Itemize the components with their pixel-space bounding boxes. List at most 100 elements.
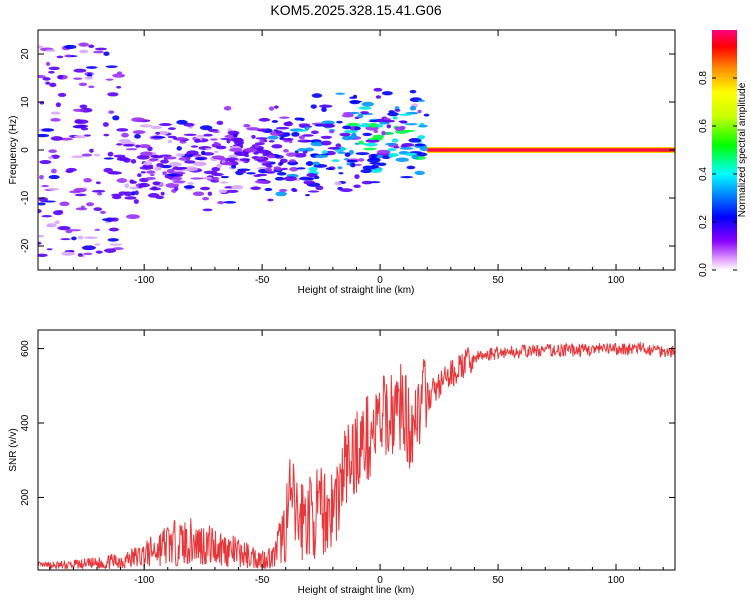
- heatmap-cell: [297, 139, 311, 143]
- heatmap-cell: [376, 123, 384, 128]
- heatmap-cell: [77, 235, 84, 240]
- heatmap-cell: [94, 228, 101, 231]
- heatmap-cell: [409, 105, 417, 111]
- heatmap-cell: [202, 196, 210, 201]
- heatmap-cell: [251, 134, 256, 139]
- colorbar-gradient: [712, 30, 737, 270]
- heatmap-cell: [136, 154, 150, 160]
- heatmap-cell: [108, 110, 115, 114]
- heatmap-cell: [91, 189, 106, 193]
- heatmap-cell: [246, 127, 260, 131]
- heatmap-cell: [102, 218, 108, 221]
- heatmap-cell: [342, 125, 352, 130]
- heatmap-cell: [192, 191, 205, 197]
- heatmap-cell: [93, 207, 103, 212]
- heatmap-cell: [45, 49, 56, 52]
- heatmap-cell: [47, 187, 59, 191]
- heatmap-cell: [360, 111, 369, 115]
- heatmap-cell: [138, 186, 143, 189]
- heatmap-cell: [364, 142, 378, 147]
- heatmap-cell: [41, 184, 49, 188]
- heatmap-cell: [78, 82, 88, 87]
- colorbar-tick-label: 0.2: [698, 215, 709, 229]
- heatmap-cell: [294, 150, 299, 154]
- heatmap-cell: [411, 155, 419, 160]
- heatmap-cell: [45, 61, 51, 66]
- heatmap-cell: [246, 172, 256, 175]
- heatmap-cell: [85, 66, 98, 69]
- heatmap-cell: [312, 161, 320, 166]
- x-tick-label: 100: [608, 575, 625, 586]
- heatmap-cell: [48, 66, 60, 71]
- heatmap-cell: [233, 141, 245, 145]
- heatmap-cell: [369, 181, 381, 184]
- heatmap-cell: [275, 191, 287, 197]
- heatmap-cell: [414, 143, 426, 147]
- heatmap-cell: [201, 176, 213, 180]
- heatmap-cell: [313, 175, 320, 180]
- heatmap-cell: [41, 214, 53, 218]
- heatmap-cell: [255, 180, 268, 184]
- heatmap-cell: [321, 150, 329, 154]
- heatmap-cell: [172, 136, 178, 140]
- heatmap-cell: [134, 190, 139, 196]
- heatmap-cell: [81, 153, 93, 157]
- colorbar: 0.0 0.2 0.4 0.6 0.8 Normalized spectral ampl…: [698, 30, 748, 277]
- heatmap-cell: [400, 176, 414, 179]
- heatmap-cell: [138, 182, 150, 188]
- heatmap-cell: [334, 181, 342, 186]
- heatmap-cell: [50, 111, 61, 115]
- heatmap-cell: [268, 140, 275, 143]
- heatmap-cell: [220, 137, 231, 140]
- heatmap-cell: [344, 152, 351, 157]
- heatmap-cell: [298, 135, 306, 140]
- heatmap-cell: [124, 196, 137, 200]
- heatmap-cell: [275, 126, 290, 130]
- heatmap-cell: [73, 187, 87, 193]
- heatmap-cell: [172, 180, 186, 183]
- heatmap-cell: [361, 180, 373, 185]
- heatmap-cell: [287, 160, 299, 166]
- heatmap-cell: [138, 144, 151, 149]
- heatmap-cell: [254, 142, 265, 146]
- x-tick-label: -100: [134, 575, 154, 586]
- heatmap-cell: [47, 156, 54, 160]
- heatmap-cell: [57, 92, 67, 97]
- heatmap-cell: [408, 138, 422, 143]
- snr-y-axis: 200 400 600: [20, 340, 675, 506]
- heatmap-cell: [311, 93, 323, 98]
- heatmap-cell: [283, 121, 294, 127]
- heatmap-cell: [302, 134, 314, 137]
- heatmap-cell: [381, 91, 393, 96]
- heatmap-cell: [71, 236, 77, 241]
- heatmap-cell: [268, 106, 275, 111]
- heatmap-cell: [140, 171, 146, 174]
- heatmap-cell: [109, 243, 123, 246]
- heatmap-cell: [38, 234, 45, 238]
- heatmap-cell: [38, 202, 46, 206]
- heatmap-cell: [399, 125, 406, 130]
- heatmap-cell: [358, 106, 372, 110]
- heatmap-cell: [213, 150, 219, 153]
- heatmap-cell: [183, 166, 198, 172]
- heatmap-cell: [38, 253, 48, 257]
- heatmap-cell: [95, 181, 101, 185]
- heatmap-cell: [124, 183, 130, 189]
- heatmap-cell: [75, 124, 89, 128]
- colorbar-tick-label: 0.6: [698, 119, 709, 133]
- heatmap-cell: [299, 176, 311, 181]
- heatmap-cell: [85, 202, 95, 207]
- heatmap-cell: [145, 176, 156, 180]
- heatmap-cell: [107, 92, 119, 97]
- heatmap-cell: [347, 122, 360, 127]
- heatmap-cell: [121, 132, 129, 138]
- heatmap-cell: [96, 192, 103, 196]
- heatmap-cell: [417, 135, 426, 140]
- heatmap-cell: [331, 159, 340, 163]
- heatmap-cell: [61, 251, 75, 256]
- heatmap-cell: [38, 45, 44, 49]
- colorbar-tick-label: 0.0: [698, 263, 709, 277]
- heatmap-cell: [100, 210, 107, 215]
- heatmap-cell: [321, 107, 327, 113]
- heatmap-cell: [105, 65, 118, 68]
